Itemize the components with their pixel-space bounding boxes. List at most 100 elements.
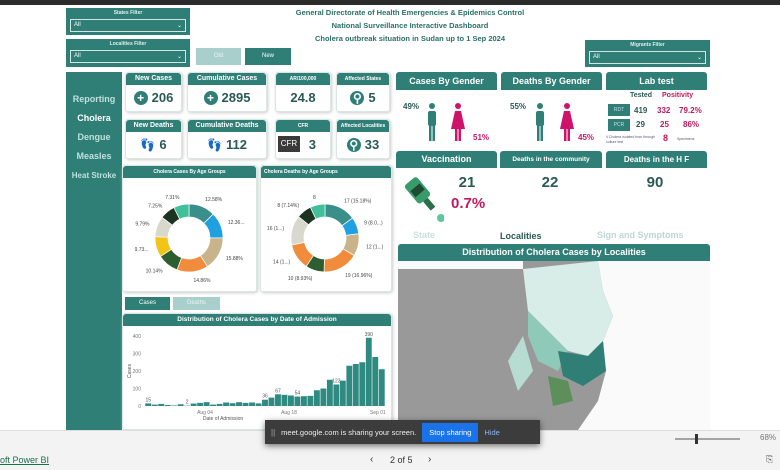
- prev-page-button[interactable]: ‹: [370, 454, 374, 465]
- feet-icon: 👣: [140, 137, 156, 152]
- bar[interactable]: [352, 364, 359, 406]
- sidebar-item-dengue[interactable]: Dengue: [77, 132, 111, 142]
- bar[interactable]: [378, 369, 385, 406]
- header-line-3: Cholera outbreak situation in Sudan up t…: [314, 34, 506, 43]
- cumulative-deaths-value: 112: [225, 137, 247, 152]
- bar[interactable]: [164, 404, 171, 406]
- bar[interactable]: [223, 402, 230, 407]
- bar[interactable]: [255, 403, 262, 406]
- new-deaths-label: New Deaths: [126, 120, 181, 132]
- bar[interactable]: [326, 379, 333, 406]
- location-pin-icon: ⚲: [346, 137, 361, 152]
- old-button[interactable]: Old: [196, 48, 241, 65]
- bar[interactable]: [339, 380, 346, 406]
- bar[interactable]: [171, 405, 178, 406]
- plus-icon: +: [133, 90, 148, 105]
- y-tick-label: 200: [133, 369, 142, 375]
- bar[interactable]: [242, 402, 249, 406]
- power-bi-link[interactable]: oft Power BI: [0, 455, 50, 465]
- bar[interactable]: [151, 404, 158, 406]
- donut-label: 12.58%: [205, 197, 223, 203]
- sidebar-item-heat-stroke[interactable]: Heat Stroke: [71, 171, 117, 180]
- bar[interactable]: [365, 337, 372, 406]
- bar[interactable]: [236, 402, 242, 406]
- bar[interactable]: [320, 388, 327, 407]
- states-filter[interactable]: States Filter All ⌄: [66, 8, 190, 35]
- donut-label: 9 (8.0...): [364, 221, 383, 227]
- deaths-male-pct: 55%: [510, 102, 527, 111]
- attack-rate-card: AR/100,000 24.8: [275, 72, 331, 112]
- bar-data-label: 390: [365, 332, 374, 338]
- bar[interactable]: [268, 397, 275, 406]
- localities-filter-value: All: [74, 53, 81, 59]
- new-cases-label: New Cases: [126, 73, 181, 85]
- migrants-filter[interactable]: Migrants Filter All ⌄: [585, 40, 710, 67]
- screen-share-toast: || meet.google.com is sharing your scree…: [265, 420, 540, 444]
- bar[interactable]: [210, 404, 217, 406]
- new-button[interactable]: New: [245, 48, 291, 65]
- bar[interactable]: [158, 403, 165, 406]
- admission-bar-chart: 0 100 200 300 400 Cases 15 2 36 67 54 123 390 Aug 04 A…: [127, 332, 386, 422]
- bar[interactable]: [307, 395, 314, 406]
- rdt-positive: 332: [657, 106, 671, 115]
- bar[interactable]: [275, 394, 281, 406]
- bar[interactable]: [229, 403, 236, 406]
- stop-sharing-button[interactable]: Stop sharing: [422, 422, 479, 442]
- localities-filter-label: Localities Filter: [109, 41, 147, 47]
- bar[interactable]: [262, 399, 268, 406]
- bar[interactable]: [359, 362, 366, 406]
- bar[interactable]: [346, 365, 353, 406]
- bar[interactable]: [300, 396, 307, 406]
- sidebar-item-reporting[interactable]: Reporting: [72, 94, 116, 104]
- map-region-north: [523, 261, 613, 356]
- bar[interactable]: [313, 390, 320, 406]
- admission-chart-title: Distribution of Cholera Cases by Date of…: [123, 314, 391, 326]
- donut-label: 16 (1...): [267, 226, 285, 232]
- bar[interactable]: [216, 403, 223, 406]
- bar[interactable]: [249, 402, 255, 407]
- cases-female-pct: 51%: [473, 133, 490, 142]
- rdt-label: RDT: [608, 104, 630, 116]
- new-cases-card: New Cases +206: [125, 72, 182, 112]
- donut-slice: [309, 203, 326, 220]
- sidebar: Reporting Cholera Dengue Measles Heat St…: [66, 72, 122, 430]
- sidebar-item-measles[interactable]: Measles: [76, 151, 112, 161]
- hide-button[interactable]: Hide: [484, 427, 500, 437]
- bar[interactable]: [190, 403, 197, 406]
- cumulative-cases-value: 2895: [221, 90, 251, 105]
- vaccination-value: 21: [458, 174, 476, 191]
- donut-label: 8 (7.14%): [277, 203, 299, 209]
- share-message: meet.google.com is sharing your screen.: [281, 427, 417, 437]
- bar[interactable]: [145, 403, 152, 406]
- map-region-east: [558, 341, 606, 386]
- zoom-slider[interactable]: [668, 432, 748, 444]
- bar[interactable]: [281, 394, 288, 406]
- bar[interactable]: [372, 357, 379, 406]
- bar[interactable]: [203, 402, 210, 406]
- tab-state[interactable]: State: [413, 230, 436, 240]
- donut-label: 14 (1...): [273, 260, 291, 266]
- share-icon[interactable]: ⎘: [766, 454, 774, 464]
- bar[interactable]: [333, 384, 340, 406]
- localities-map[interactable]: [398, 261, 710, 430]
- bar[interactable]: [197, 402, 204, 406]
- bar[interactable]: [177, 404, 184, 406]
- next-page-button[interactable]: ›: [428, 454, 432, 465]
- sidebar-item-cholera[interactable]: Cholera: [77, 113, 111, 123]
- localities-filter[interactable]: Localities Filter All ⌄: [66, 39, 190, 67]
- deaths-community-title: Deaths in the community: [500, 151, 602, 168]
- tab-sign-symptoms[interactable]: Sign and Symptoms: [597, 230, 684, 240]
- tab-deaths[interactable]: Deaths: [173, 297, 220, 310]
- window-top-bar: [0, 0, 780, 5]
- cases-age-title: Cholera Cases By Age Groups: [123, 166, 256, 178]
- rdt-positivity: 79.2%: [679, 106, 702, 115]
- tab-localities[interactable]: Localities: [500, 231, 542, 241]
- lab-test-title: Lab test: [606, 72, 707, 90]
- cumulative-cases-label: Cumulative Cases: [188, 73, 266, 85]
- tab-cases[interactable]: Cases: [125, 297, 170, 310]
- map-region-south-east: [548, 376, 573, 406]
- bar[interactable]: [288, 395, 294, 407]
- x-tick-label: Sep 01: [370, 410, 386, 416]
- bar[interactable]: [294, 396, 301, 406]
- drag-handle-icon[interactable]: ||: [271, 427, 276, 437]
